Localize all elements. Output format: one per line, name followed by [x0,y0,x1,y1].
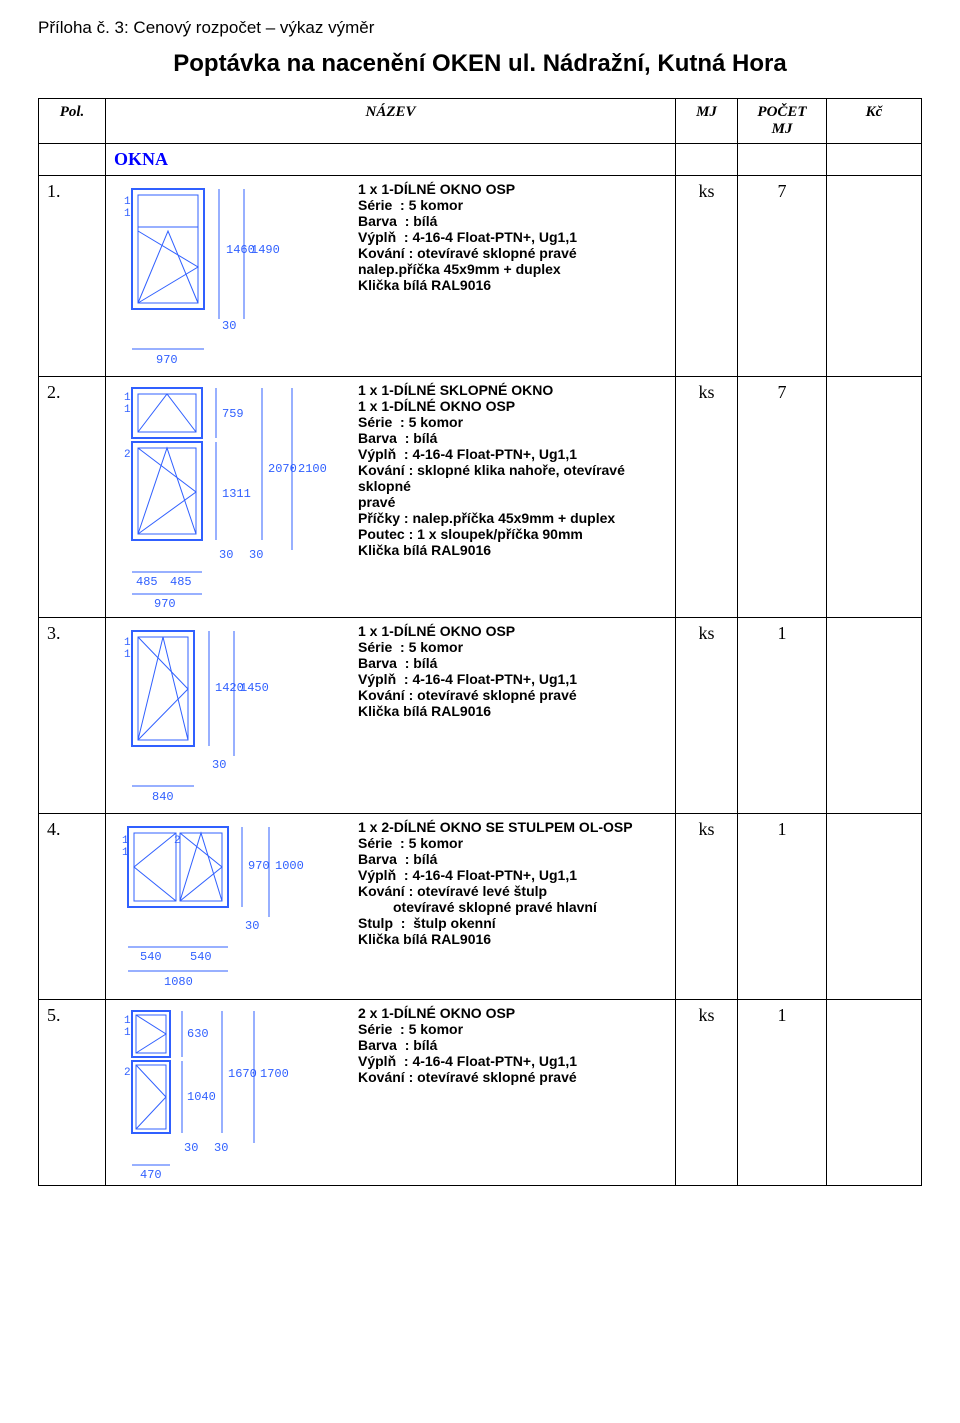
table-header-row: Pol. NÁZEV MJ POČET MJ Kč [39,99,922,144]
svg-text:485: 485 [136,575,158,589]
svg-text:1: 1 [124,649,131,661]
item-description: 1 x 1-DÍLNÉ OKNO OSP Série : 5 komor Bar… [358,623,667,808]
item-kc [827,1000,922,1186]
item-mj: ks [676,1000,738,1186]
item-pocet: 7 [738,176,827,377]
svg-text:30: 30 [212,758,226,772]
item-description: 1 x 1-DÍLNÉ SKLOPNÉ OKNO 1 x 1-DÍLNÉ OKN… [358,382,667,612]
section-row: OKNA [39,144,922,176]
window-diagram: 1 1 1420 1450 30 840 [114,623,344,808]
svg-text:2: 2 [124,1067,131,1079]
window-diagram: 1 1 2 759 1311 2070 2100 [114,382,344,612]
item-mj: ks [676,618,738,814]
svg-text:1700: 1700 [260,1067,289,1081]
svg-text:2100: 2100 [298,462,327,476]
items-table: Pol. NÁZEV MJ POČET MJ Kč OKNA 1. [38,98,922,1186]
svg-text:540: 540 [190,950,212,964]
window-diagram: 1 1 2 970 1000 30 540 [114,819,344,994]
item-pocet: 1 [738,814,827,1000]
svg-text:1: 1 [124,1015,131,1027]
window-diagram: 1 1 1460 1490 30 970 [114,181,344,371]
item-pocet: 7 [738,377,827,618]
table-row: 2. 1 [39,377,922,618]
svg-text:1: 1 [124,392,131,404]
item-description: 1 x 1-DÍLNÉ OKNO OSP Série : 5 komor Bar… [358,181,667,371]
page-title: Poptávka na nacenění OKEN ul. Nádražní, … [38,50,922,78]
col-mj: MJ [676,99,738,144]
item-number: 5. [39,1000,106,1186]
svg-text:1000: 1000 [275,859,304,873]
svg-text:485: 485 [170,575,192,589]
svg-text:1490: 1490 [251,243,280,257]
col-pocet: POČET MJ [738,99,827,144]
item-number: 2. [39,377,106,618]
table-row: 5. 1 1 [39,1000,922,1186]
svg-text:1: 1 [124,637,131,649]
item-description: 2 x 1-DÍLNÉ OKNO OSP Série : 5 komor Bar… [358,1005,667,1180]
section-label: OKNA [106,144,676,176]
table-row: 3. 1 1 [39,618,922,814]
table-row: 4. 1 1 [39,814,922,1000]
col-kc: Kč [827,99,922,144]
item-mj: ks [676,176,738,377]
item-number: 3. [39,618,106,814]
svg-text:2: 2 [124,449,131,461]
svg-text:1: 1 [124,208,131,220]
svg-text:1450: 1450 [240,681,269,695]
svg-text:1080: 1080 [164,975,193,989]
svg-text:30: 30 [184,1141,198,1155]
table-row: 1. 1 1 [39,176,922,377]
svg-text:759: 759 [222,407,244,421]
item-kc [827,176,922,377]
col-nazev: NÁZEV [106,99,676,144]
svg-text:1: 1 [122,847,129,859]
svg-text:30: 30 [249,548,263,562]
item-number: 1. [39,176,106,377]
svg-text:1: 1 [122,835,129,847]
svg-text:2: 2 [174,835,181,847]
item-mj: ks [676,814,738,1000]
attachment-line: Příloha č. 3: Cenový rozpočet – výkaz vý… [38,18,922,38]
svg-text:30: 30 [219,548,233,562]
item-description: 1 x 2-DÍLNÉ OKNO SE STULPEM OL-OSP Série… [358,819,667,994]
svg-text:970: 970 [248,859,270,873]
svg-text:1: 1 [124,196,131,208]
svg-text:540: 540 [140,950,162,964]
window-diagram: 1 1 2 630 1040 1670 1700 [114,1005,344,1180]
svg-text:30: 30 [222,319,236,333]
svg-text:1670: 1670 [228,1067,257,1081]
svg-text:1040: 1040 [187,1090,216,1104]
svg-text:30: 30 [214,1141,228,1155]
item-number: 4. [39,814,106,1000]
svg-text:1: 1 [124,1027,131,1039]
svg-text:1311: 1311 [222,487,251,501]
col-pol: Pol. [39,99,106,144]
item-kc [827,814,922,1000]
svg-text:970: 970 [156,353,178,367]
item-kc [827,618,922,814]
item-kc [827,377,922,618]
svg-text:630: 630 [187,1027,209,1041]
svg-text:30: 30 [245,919,259,933]
svg-text:970: 970 [154,597,176,611]
svg-text:840: 840 [152,790,174,804]
svg-text:470: 470 [140,1168,162,1180]
svg-text:1: 1 [124,404,131,416]
item-pocet: 1 [738,618,827,814]
item-pocet: 1 [738,1000,827,1186]
item-mj: ks [676,377,738,618]
